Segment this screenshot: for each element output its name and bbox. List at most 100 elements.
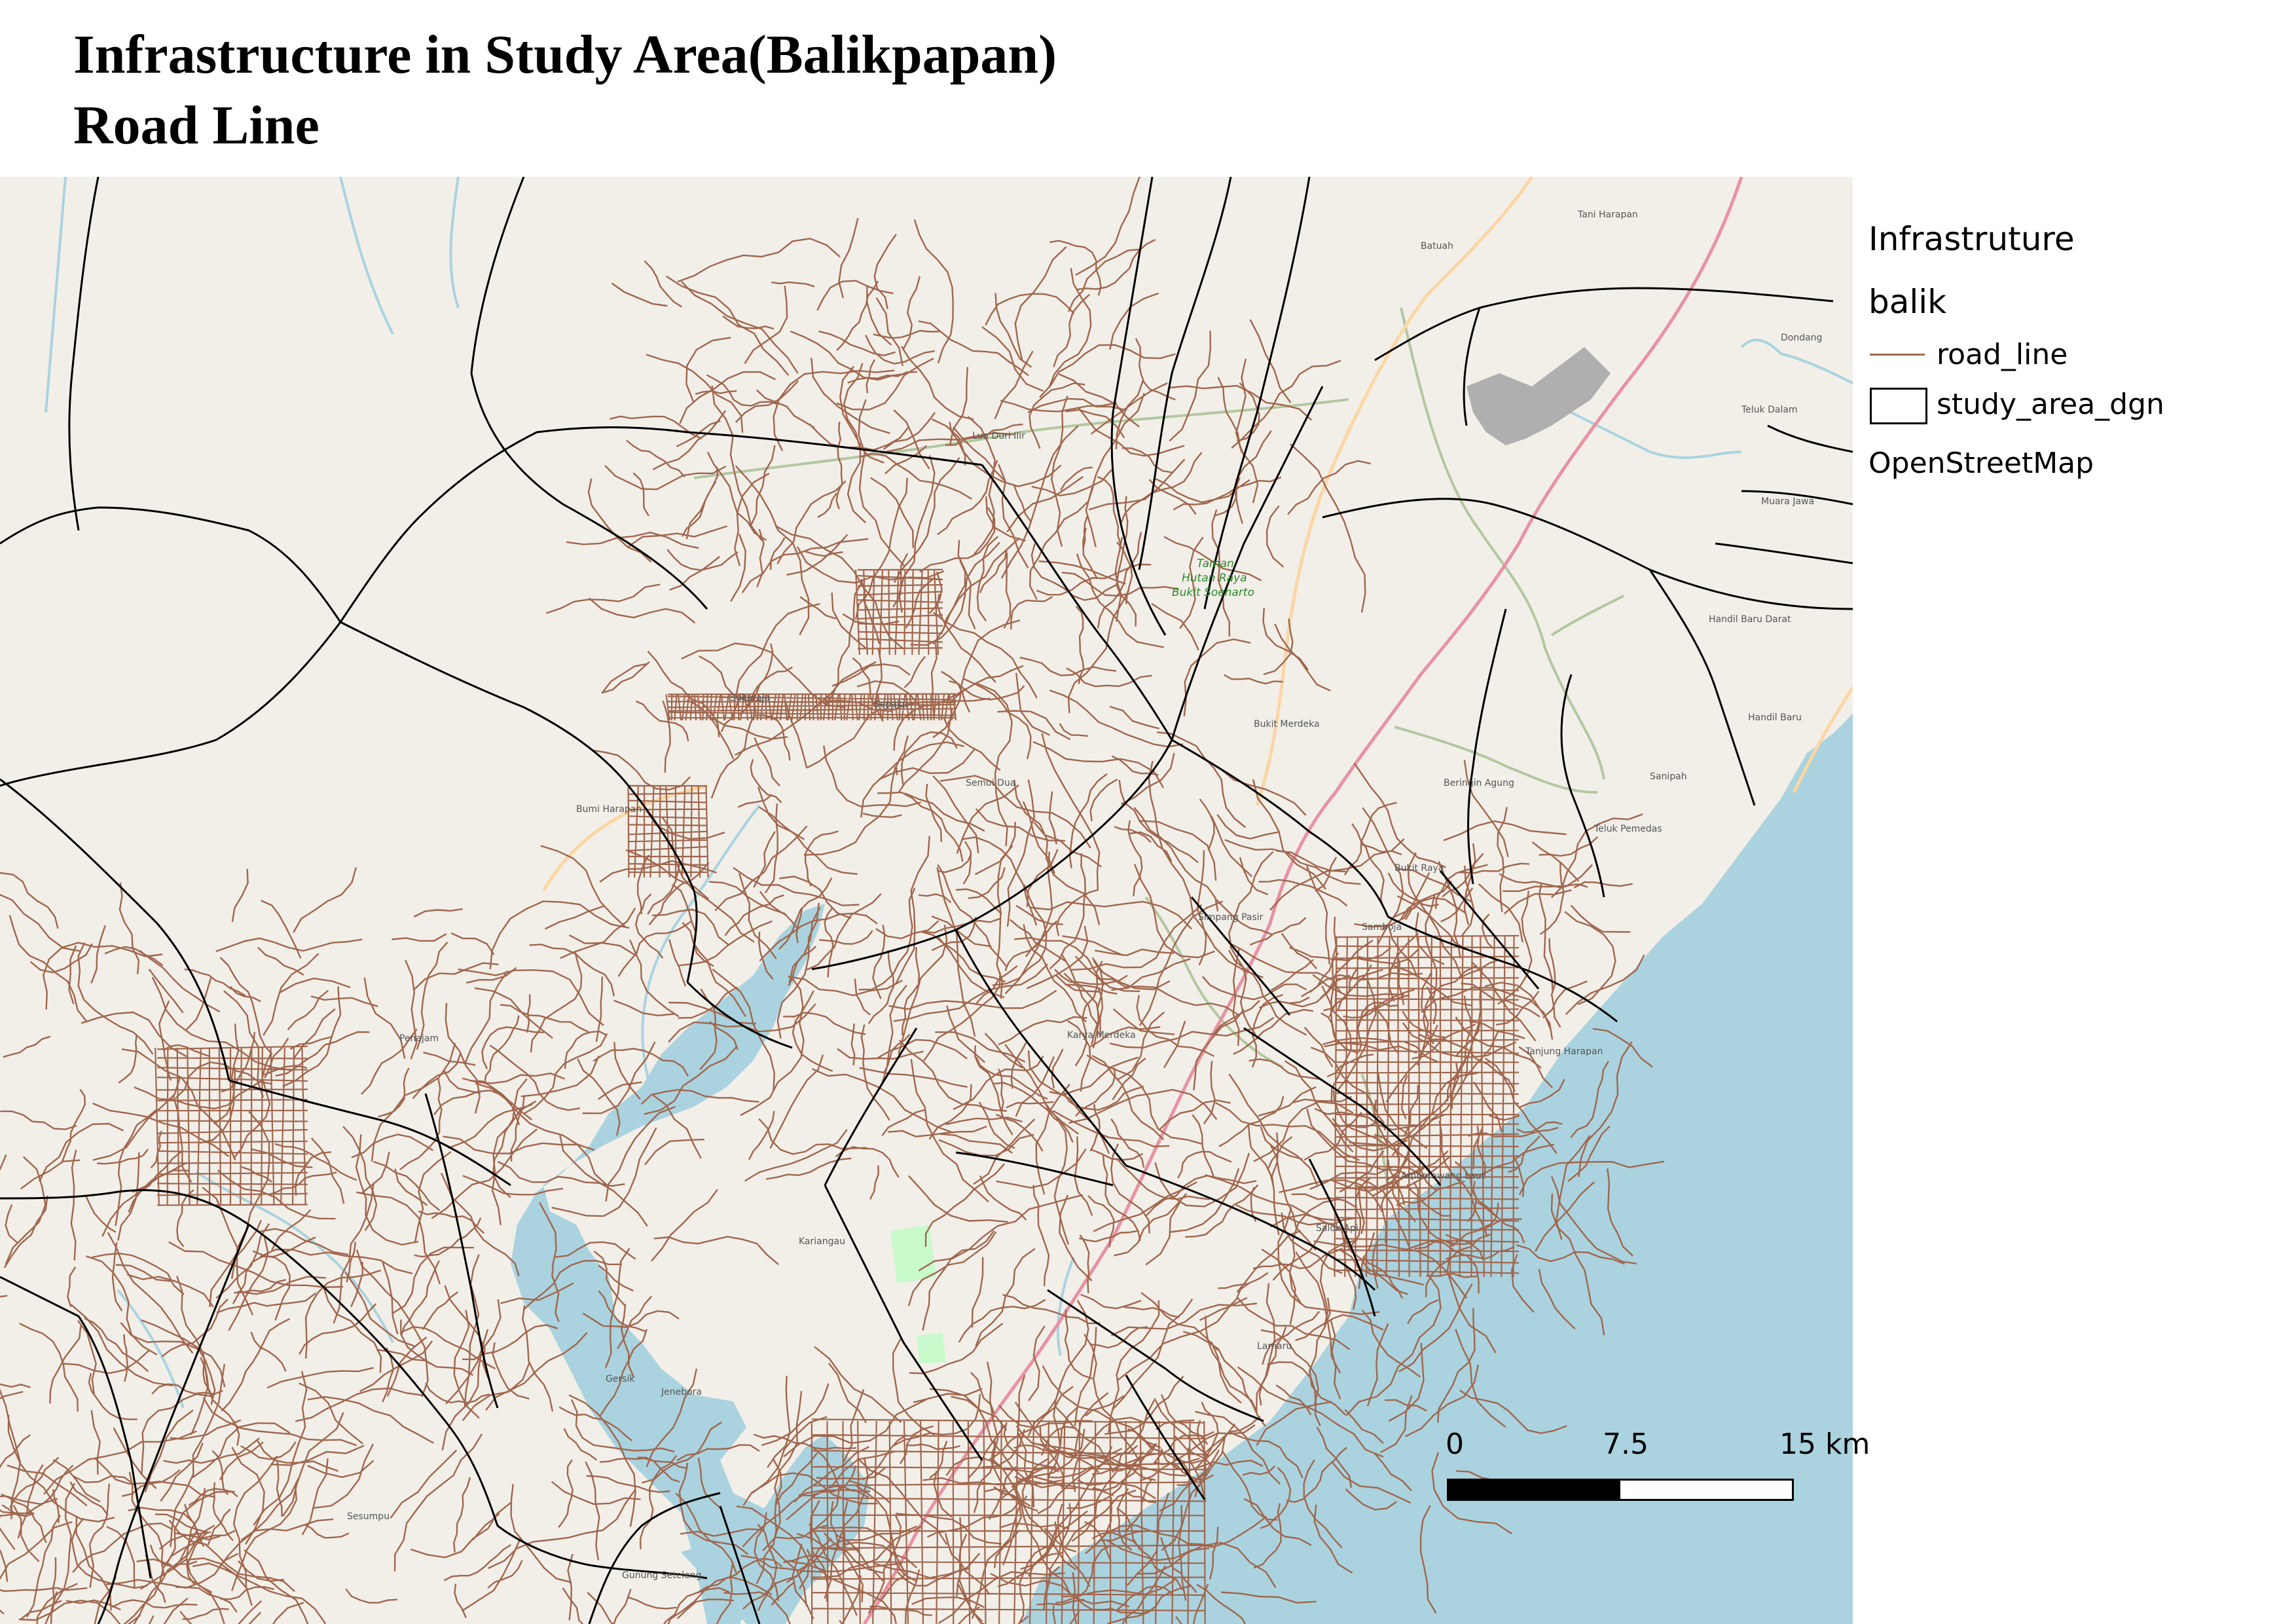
road-segment	[994, 350, 1034, 420]
road-segment	[582, 1310, 680, 1328]
road-segment	[783, 1554, 834, 1564]
road-segment	[1406, 1184, 1451, 1217]
road-segment	[1145, 1175, 1257, 1217]
road-segment	[993, 1486, 1031, 1507]
road-segment	[788, 976, 903, 997]
road-segment	[491, 1100, 537, 1225]
park-label: Taman	[1197, 557, 1234, 570]
dense-road-grid	[855, 568, 943, 655]
road-segment	[879, 1570, 909, 1602]
road-segment	[405, 959, 418, 1060]
road-segment	[458, 969, 604, 1026]
road-segment	[120, 1321, 226, 1388]
road-segment	[1426, 986, 1437, 1025]
road-segment	[5, 1156, 46, 1265]
road-segment	[1430, 1031, 1499, 1121]
road-segment	[492, 1342, 530, 1400]
road-segment	[818, 330, 896, 357]
road-segment	[1535, 1181, 1595, 1252]
road-segment	[1074, 955, 1140, 992]
dense-road-grid	[155, 1045, 308, 1206]
road-segment	[282, 986, 342, 1088]
road-segment	[585, 1461, 600, 1560]
road-segment	[956, 784, 1019, 854]
road-segment	[1178, 1505, 1187, 1601]
map-canvas[interactable]: Tani Harapan Batuah Dondang Teluk Dalam …	[0, 177, 1853, 1624]
road-segment	[77, 1320, 97, 1395]
road-segment	[168, 1241, 344, 1288]
rivers	[45, 177, 1853, 1409]
road-segment	[481, 1026, 545, 1069]
road-segment	[443, 1544, 511, 1581]
road-segment	[238, 1276, 326, 1295]
road-segment	[604, 1247, 630, 1369]
road-segment	[1203, 1061, 1216, 1124]
road-segment	[221, 1318, 290, 1412]
road-segment	[1407, 852, 1439, 908]
road-segment	[610, 415, 702, 439]
road-segment	[873, 648, 883, 707]
road-segment	[144, 1409, 194, 1493]
place-label: Sukaraja	[730, 693, 770, 703]
study-area-symbol	[1870, 388, 1927, 424]
road-segment	[26, 1515, 62, 1617]
road-segment	[739, 643, 774, 716]
road-segment	[1030, 543, 1118, 601]
road-segment	[602, 663, 649, 693]
road-segment	[1061, 953, 1101, 1048]
road-segment	[117, 1152, 140, 1241]
road-segment	[1503, 864, 1593, 893]
road-segment	[431, 1128, 538, 1219]
road-segment	[1085, 392, 1145, 547]
road-segment	[1068, 1610, 1080, 1624]
road-segment	[1196, 1583, 1247, 1624]
road-segment	[462, 1324, 558, 1361]
road-segment	[866, 359, 876, 394]
road-segment	[744, 1129, 848, 1182]
road-segment	[1466, 1143, 1555, 1176]
road-segment	[1155, 1399, 1209, 1456]
road-segment	[145, 1554, 166, 1603]
road-segment	[653, 1236, 779, 1265]
road-segment	[1214, 898, 1273, 936]
road-segment	[783, 1397, 930, 1458]
road-segment	[888, 989, 1057, 1010]
road-segment	[1607, 1168, 1633, 1257]
road-grid-lines	[855, 568, 943, 655]
road-segment	[1052, 1110, 1170, 1148]
road-segment	[1258, 879, 1348, 907]
road-segment	[526, 994, 531, 1033]
road-segment	[1356, 1177, 1410, 1247]
study-area-boundaries	[0, 177, 1853, 1624]
road-segment	[1205, 1316, 1258, 1412]
road-segment	[872, 925, 886, 999]
road-segment	[798, 1465, 857, 1497]
road-segment	[53, 1483, 75, 1606]
road-segment	[1161, 846, 1264, 978]
scale-bar-fill	[1449, 1481, 1620, 1499]
road-segment	[69, 1481, 109, 1516]
road-segment	[830, 1501, 839, 1546]
road-segment	[1006, 1101, 1054, 1109]
road-segment	[489, 1044, 581, 1111]
road-segment	[975, 1056, 1048, 1100]
place-label: Jenebora	[661, 1387, 702, 1397]
place-label: Gersik	[606, 1374, 635, 1384]
road-segment	[1188, 1447, 1207, 1502]
road-segment	[510, 1096, 525, 1162]
road-segment	[865, 335, 936, 365]
road-segment	[862, 1434, 907, 1481]
road-segment	[1169, 1168, 1240, 1233]
road-segment	[774, 1524, 829, 1540]
road-segment	[738, 873, 777, 960]
road-segment	[49, 1325, 82, 1404]
road-segment	[1345, 1488, 1397, 1511]
road-segment	[1063, 972, 1098, 1025]
road-segment	[821, 1526, 906, 1573]
road-segment	[1312, 974, 1405, 997]
road-segment	[444, 1285, 489, 1378]
road-segment	[1076, 238, 1156, 291]
road-segment	[605, 1105, 676, 1202]
road-segment	[971, 1257, 984, 1328]
road-segment	[1074, 961, 1103, 1067]
